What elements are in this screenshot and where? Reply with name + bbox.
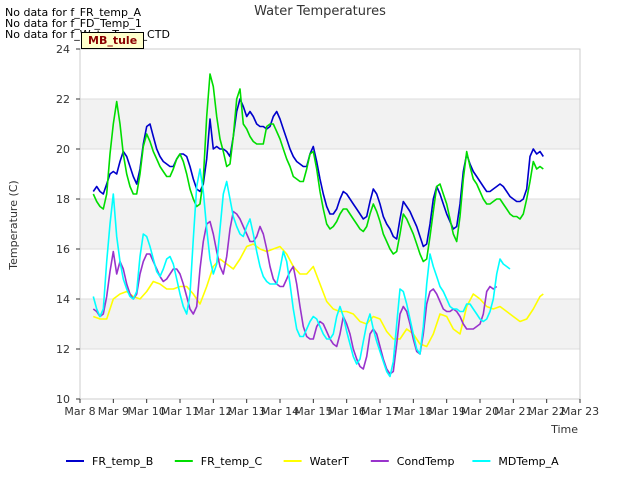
- x-tick-label: Mar 9: [98, 405, 129, 418]
- chart-title: Water Temperatures: [254, 4, 386, 19]
- series-line-mdtemp-a: [92, 168, 511, 378]
- x-tick-label: Mar 10: [128, 405, 166, 418]
- series-lines: [92, 73, 544, 378]
- y-tick-label: 18: [56, 193, 70, 206]
- x-tick-label: Mar 13: [228, 405, 266, 418]
- x-tick-label: Mar 23: [561, 405, 599, 418]
- legend-label-mdtemp-a: MDTemp_A: [498, 455, 559, 468]
- y-tick-label: 24: [56, 43, 70, 56]
- x-tick-label: Mar 22: [528, 405, 566, 418]
- x-tick-label: Mar 20: [461, 405, 499, 418]
- x-tick-label: Mar 16: [328, 405, 366, 418]
- x-tick-label: Mar 8: [64, 405, 95, 418]
- x-tick-label: Mar 19: [428, 405, 466, 418]
- x-tick-label: Mar 21: [494, 405, 532, 418]
- x-tick-label: Mar 18: [394, 405, 432, 418]
- y-tick-label: 10: [56, 393, 70, 406]
- background-bands: [80, 99, 580, 349]
- background-band: [80, 199, 580, 249]
- x-tick-label: Mar 17: [361, 405, 399, 418]
- no-data-note-1: No data for f_FR_temp_A: [5, 6, 141, 19]
- x-tick-label: Mar 15: [294, 405, 332, 418]
- x-axis-label: Time: [550, 423, 578, 436]
- legend-label-watert: WaterT: [310, 455, 350, 468]
- series-line-fr-temp-c: [92, 73, 544, 263]
- plot-area: [79, 48, 581, 400]
- legend-label-fr-temp-b: FR_temp_B: [92, 455, 153, 468]
- no-data-note-2: No data for f_FD_Temp_1: [5, 17, 142, 30]
- series-line-condtemp: [92, 210, 498, 375]
- x-tick-label: Mar 11: [161, 405, 199, 418]
- background-band: [80, 99, 580, 149]
- y-tick-label: 12: [56, 343, 70, 356]
- x-tick-label: Mar 14: [261, 405, 299, 418]
- legend: FR_temp_B FR_temp_C WaterT CondTemp MDTemp_A: [66, 455, 559, 468]
- site-tag: MB_tule: [81, 32, 145, 49]
- y-axis-ticks: 10 12 14 16 18 20 22 24: [56, 43, 80, 406]
- y-tick-label: 16: [56, 243, 70, 256]
- x-tick-label: Mar 12: [194, 405, 232, 418]
- legend-label-condtemp: CondTemp: [397, 455, 455, 468]
- legend-label-fr-temp-c: FR_temp_C: [201, 455, 263, 468]
- y-tick-label: 20: [56, 143, 70, 156]
- series-line-watert: [93, 243, 544, 348]
- y-tick-label: 22: [56, 93, 70, 106]
- y-tick-label: 14: [56, 293, 70, 306]
- y-axis-label: Temperature (C): [7, 180, 20, 270]
- background-band: [80, 299, 580, 349]
